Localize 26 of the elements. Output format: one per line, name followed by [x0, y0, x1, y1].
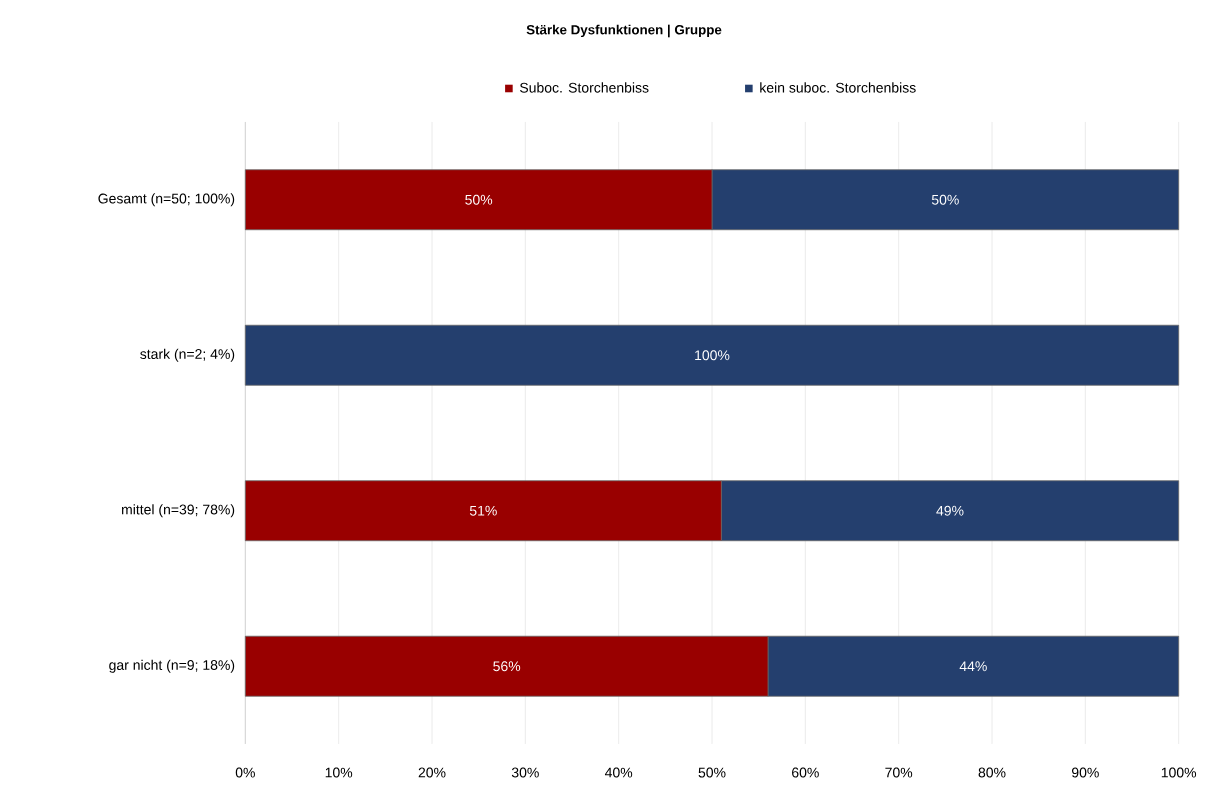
- legend-label: Suboc. Storchenbiss: [519, 82, 649, 93]
- x-tick-label: 100%: [1161, 767, 1197, 778]
- bar: [244, 324, 1180, 386]
- y-tick-label: gar nicht (n=9; 18%): [109, 659, 235, 673]
- x-tick-label: 60%: [792, 767, 819, 778]
- x-tick-label: 70%: [885, 767, 913, 778]
- x-tick-label: 20%: [418, 767, 446, 778]
- x-tick-label: 40%: [604, 767, 633, 778]
- data-label: 50%: [931, 194, 959, 205]
- x-tick-label: 0%: [235, 767, 255, 778]
- data-label: 50%: [465, 194, 493, 205]
- x-tick-label: 10%: [325, 767, 353, 778]
- x-tick-label: 30%: [511, 767, 539, 778]
- x-tick-label: 50%: [698, 767, 726, 778]
- data-label: 56%: [493, 661, 521, 672]
- y-tick-label: stark (n=2; 4%): [140, 348, 235, 362]
- data-label: 100%: [695, 350, 730, 361]
- x-tick-label: 90%: [1071, 767, 1099, 778]
- y-tick-label: Gesamt (n=50; 100%): [98, 193, 235, 207]
- x-tick-label: 80%: [978, 767, 1006, 778]
- data-label: 51%: [469, 505, 497, 516]
- chart-title: Stärke Dysfunktionen | Gruppe: [526, 24, 722, 38]
- data-label: 44%: [959, 661, 987, 672]
- y-tick-label: mittel (n=39; 78%): [122, 504, 235, 518]
- legend-label: kein suboc. Storchenbiss: [760, 82, 916, 93]
- data-label: 49%: [936, 505, 964, 516]
